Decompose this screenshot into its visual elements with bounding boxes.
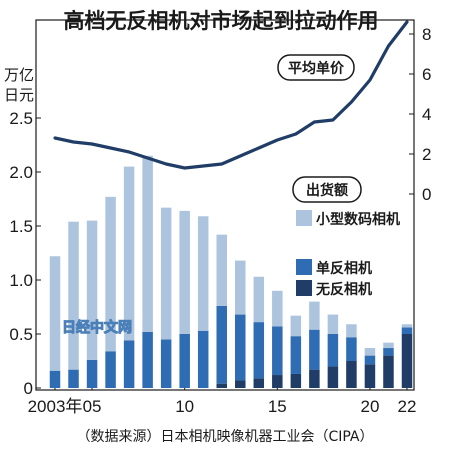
left-tick-label: 2.5 [9,109,33,128]
bar-segment [383,355,394,388]
bars [49,155,413,388]
right-tick-label: 4 [422,105,431,124]
price-line [53,20,409,170]
x-tick-label: 05 [83,397,102,416]
bar-segment [327,334,339,367]
watermark: 日经中文网 [62,319,132,336]
chart-title: 高档无反相机对市场起到拉动作用 [64,9,379,33]
bar-segment [364,355,376,365]
x-tick-label: 10 [175,397,194,416]
bar-segment [272,290,283,327]
bar-segment [253,276,265,323]
bar-segment [327,314,339,334]
left-axis-unit-line1: 万亿 [4,66,34,84]
bar-segment [86,220,98,360]
x-tick-label: 22 [398,397,417,416]
bar-segment [160,207,172,340]
bar-segment [235,314,246,381]
x-tick-label: 20 [360,397,379,416]
legend-label-mirrorless: 无反相机 [315,281,372,298]
bar-segment [105,196,116,352]
price-line-path [53,20,409,170]
bar-segment [216,234,227,306]
bar-segment [197,216,209,331]
bar-segment [68,369,79,388]
shipment-badge-label: 出货额 [306,182,348,199]
bar-segment [123,166,135,341]
shipment-badge: 出货额 [292,176,362,203]
bar-segment [235,260,246,315]
price-badge-label: 平均单价 [288,60,345,77]
bar-segment [235,380,246,388]
bar-segment [179,334,190,388]
bar-segment [290,336,302,374]
bar-segment [68,221,79,370]
legend-label-compact: 小型数码相机 [316,211,400,228]
right-tick-label: 8 [422,25,431,44]
x-tick-label: 15 [268,397,287,416]
bar-segment [179,210,190,334]
bar-segment [401,327,413,334]
legend-swatch-dslr [296,259,312,275]
left-tick-label: 0.5 [9,325,33,344]
axes: 0 0.5 1.0 1.5 2.0 2.5 0 2 4 6 8 2003年 05 10 15 20 22 [9,19,431,416]
x-tick-label: 2003年 [28,397,83,416]
bar-segment [142,155,153,332]
bar-segment [383,342,394,349]
bar-segment [142,331,153,388]
bar-segment [272,326,283,376]
bar-segment [383,348,394,356]
left-axis-unit-line2: 日元 [4,86,34,104]
bar-segment [86,359,98,388]
bar-segment [160,339,172,388]
bar-segment [346,361,357,388]
bar-segment [327,366,339,388]
left-tick-label: 1.0 [9,271,33,290]
bar-segment [272,375,283,388]
right-tick-label: 6 [422,65,431,84]
right-tick-label: 2 [422,145,431,164]
legend-swatch-compact [296,210,312,226]
bar-segment [309,329,320,370]
bar-segment [49,370,61,388]
bar-segment [401,324,413,328]
bar-segment [309,369,320,388]
price-badge: 平均单价 [277,54,355,81]
bar-segment [49,256,61,371]
bar-segment [290,373,302,388]
bar-segment [290,315,302,337]
bar-segment [105,351,116,388]
bar-segment [216,383,227,388]
bar-segment [364,364,376,388]
bar-segment [309,301,320,330]
bar-segment [253,322,265,379]
bar-segment [401,334,413,388]
bar-segment [253,378,265,388]
source-note: （数据来源）日本相机映像机器工业会（CIPA） [76,429,373,445]
legend: 小型数码相机 单反相机 无反相机 [296,210,402,300]
bar-segment [216,305,227,384]
bar-segment [364,348,376,356]
bar-segment [197,330,209,388]
left-tick-label: 0 [24,379,33,398]
legend-label-dslr: 单反相机 [316,260,372,277]
left-tick-label: 1.5 [9,217,33,236]
bar-segment [346,324,357,338]
bar-segment [346,337,357,361]
right-tick-label: 0 [422,185,431,204]
plot-frame [35,19,415,391]
left-tick-label: 2.0 [9,163,33,182]
legend-swatch-mirrorless [296,280,312,296]
bar-segment [123,340,135,388]
